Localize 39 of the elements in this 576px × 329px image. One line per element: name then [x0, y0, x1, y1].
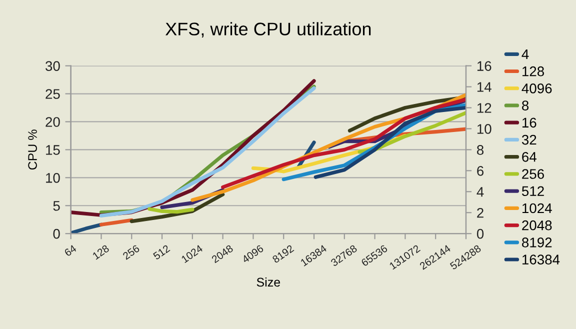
legend-label: 1024: [522, 203, 552, 214]
x-tick-label: 512: [152, 244, 170, 260]
x-axis-title: Size: [256, 277, 280, 287]
x-tick-label: 8192: [272, 244, 294, 264]
x-tick-label: 256: [122, 244, 140, 260]
y2-tick-label: 10: [477, 124, 492, 134]
line-series: [314, 106, 466, 179]
y2-tick-label: 0: [476, 228, 484, 239]
legend-label: 4096: [522, 84, 552, 94]
y2-tick-label: 4: [476, 187, 484, 197]
y2-tick-label: 6: [477, 166, 484, 176]
legend-label: 2048: [522, 220, 552, 230]
y-tick-label: 15: [46, 145, 60, 155]
y-tick-label: 20: [46, 117, 60, 127]
y2-tick-label: 2: [477, 208, 484, 218]
y2-tick-label: 16: [477, 61, 492, 71]
line-series: [221, 98, 466, 189]
chart-title: XFS, write CPU utilization: [165, 22, 371, 38]
x-tick-label: 64: [64, 244, 77, 257]
legend-label: 512: [522, 186, 544, 196]
x-tick-label: 4096: [241, 244, 264, 264]
legend-label: 256: [522, 169, 544, 179]
y2-tick-label: 14: [477, 82, 492, 92]
y-tick-label: 10: [46, 172, 60, 183]
y-tick-label: 5: [53, 201, 60, 211]
legend-label: 64: [522, 152, 536, 162]
legend-label: 32: [522, 134, 536, 145]
y2-tick-label: 12: [477, 103, 492, 113]
y-axis-title: CPU %: [28, 130, 37, 170]
legend-label: 4: [522, 49, 529, 59]
y-tick-label: 0: [53, 228, 60, 239]
y2-tick-label: 8: [477, 145, 484, 155]
legend-label: 8192: [522, 238, 552, 248]
y-tick-label: 30: [46, 61, 60, 71]
y-tick-label: 25: [46, 89, 60, 99]
legend-label: 8: [522, 100, 529, 110]
x-tick-label: 128: [92, 244, 110, 260]
legend-label: 128: [522, 66, 544, 76]
legend-label: 16: [522, 118, 536, 128]
